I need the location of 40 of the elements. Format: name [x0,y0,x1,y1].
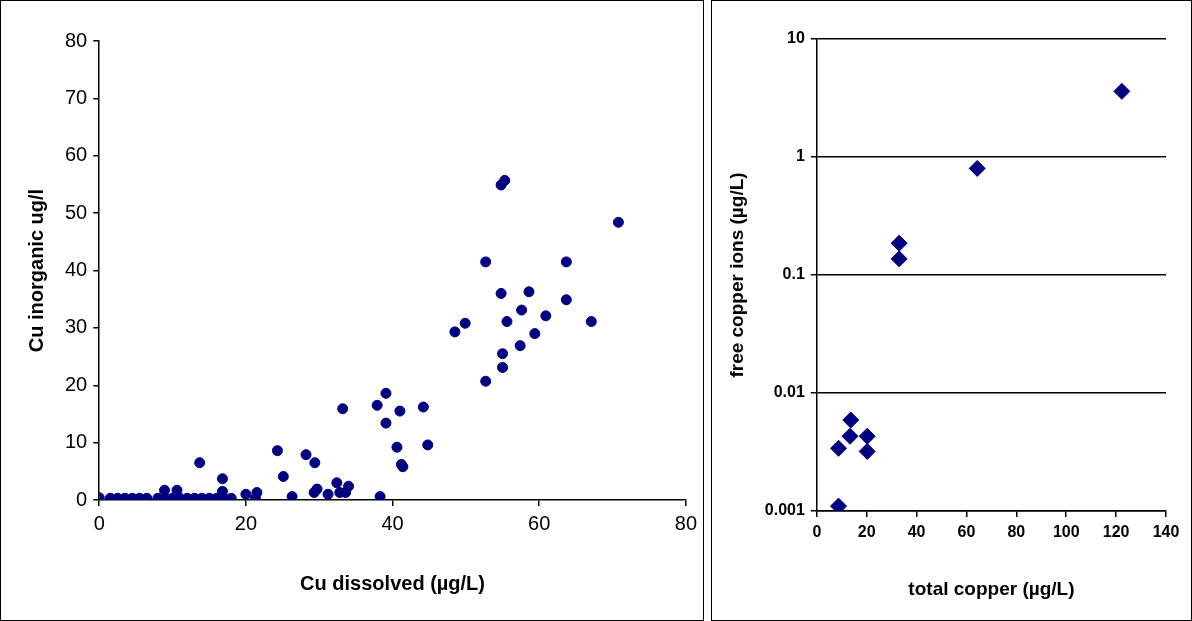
x-tick-label: 0 [812,523,822,541]
x-tick-label: 100 [1052,523,1080,541]
x-tick-label: 40 [381,511,404,534]
y-tick-label: 60 [65,143,88,166]
point [968,159,986,177]
x-tick-label: 140 [1152,523,1180,541]
y-tick-label: 80 [65,28,88,51]
point [890,250,908,268]
x-axis-title: Cu dissolved (µg/L) [300,571,485,594]
y-tick-label: 20 [65,372,88,395]
y-tick-label: 0.001 [764,501,805,519]
x-tick-label: 60 [528,511,551,534]
x-tick-label: 40 [907,523,926,541]
y-tick-label: 0 [76,487,88,510]
x-tick-label: 20 [234,511,258,534]
point [830,439,848,457]
x-tick-label: 80 [1007,523,1026,541]
x-tick-label: 20 [857,523,876,541]
point [858,427,876,445]
x-axis-title: total copper (µg/L) [908,577,1075,599]
y-tick-label: 1 [795,147,805,165]
y-tick-label: 0.01 [773,383,805,401]
x-tick-label: 0 [93,511,105,534]
y-tick-label: 70 [65,85,88,108]
y-tick-label: 0.1 [782,265,805,283]
y-tick-label: 10 [787,29,805,47]
y-tick-label: 30 [65,315,88,338]
y-axis-title: Cu inorganic ug/l [24,188,47,353]
y-axis-title: free copper ions (µg/L) [725,172,747,378]
point [1113,82,1131,100]
x-tick-label: 120 [1102,523,1130,541]
x-tick-label: 60 [957,523,976,541]
x-tick-label: 80 [674,511,697,534]
point [890,234,908,252]
point [842,411,860,429]
point [841,427,859,445]
y-tick-label: 50 [65,200,88,223]
point [858,442,876,460]
y-tick-label: 10 [65,430,88,453]
y-tick-label: 40 [65,258,88,281]
